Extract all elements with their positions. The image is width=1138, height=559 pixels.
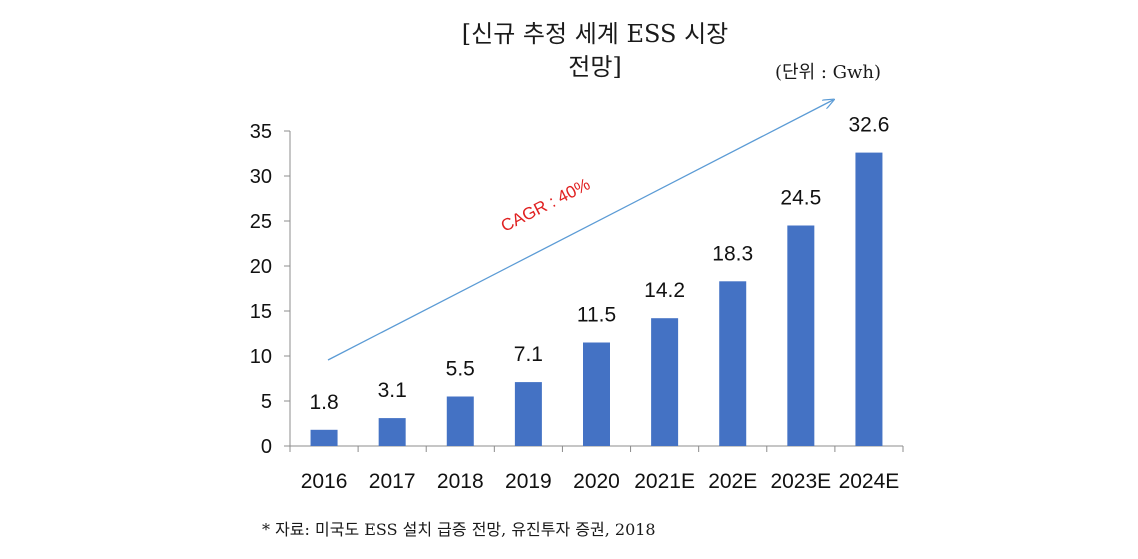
- bar: [378, 418, 406, 446]
- y-tick-label: 35: [250, 121, 272, 143]
- bar: [719, 281, 747, 446]
- y-tick-label: 15: [250, 301, 272, 323]
- bar: [514, 382, 542, 446]
- data-labels: 1.8 3.1 5.5 7.1 11.5 14.2 18.3 24.5 32.6: [309, 114, 889, 414]
- cagr-annotation: CAGR : 40%: [498, 175, 593, 236]
- bar: [651, 318, 679, 446]
- x-tick-label: 2023E: [770, 470, 831, 493]
- bar: [446, 396, 474, 446]
- unit-label: (단위 : Gwh): [775, 62, 882, 83]
- x-tick-label: 2021E: [634, 470, 695, 493]
- bar-value-label: 24.5: [780, 187, 821, 210]
- chart-title-line2: 전망]: [568, 53, 622, 81]
- x-tick-label: 202E: [708, 470, 757, 493]
- bar-value-label: 14.2: [644, 279, 685, 302]
- chart-title: [신규 추정 세계 ESS 시장 전망]: [395, 18, 795, 84]
- chart-title-line1: [신규 추정 세계 ESS 시장: [461, 20, 729, 48]
- y-tick-label: 20: [250, 256, 272, 278]
- x-tick-label: 2018: [437, 470, 484, 493]
- y-tick-label: 0: [261, 436, 272, 458]
- y-tick-label: 5: [261, 391, 272, 413]
- bar: [310, 429, 338, 446]
- x-tick-label: 2017: [369, 470, 416, 493]
- x-tick-label: 2019: [505, 470, 552, 493]
- x-tick-label: 2024E: [839, 470, 900, 493]
- y-tick-label: 10: [250, 346, 272, 368]
- bar-value-label: 5.5: [446, 358, 475, 381]
- bar: [787, 225, 815, 446]
- y-tick-label: 30: [250, 166, 272, 188]
- bar: [855, 152, 883, 446]
- bar: [583, 342, 610, 446]
- x-tick-label: 2020: [573, 470, 620, 493]
- bar-value-label: 7.1: [514, 343, 543, 366]
- y-tick-label: 25: [250, 211, 272, 233]
- bar-value-label: 1.8: [309, 391, 338, 414]
- cagr-arrow: [327, 100, 833, 361]
- y-axis: 0 5 10 15 20 25 30 35: [250, 121, 291, 458]
- bar-value-label: 3.1: [378, 379, 407, 402]
- bar-value-label: 11.5: [577, 304, 616, 327]
- x-axis: 2016 2017 2018 2019 2020 2021E 202E 2023E 2024E: [289, 445, 904, 493]
- bar-value-label: 18.3: [712, 242, 753, 265]
- bars: [310, 152, 883, 446]
- bar-value-label: 32.6: [849, 114, 890, 137]
- source-footnote: * 자료: 미국도 ESS 설치 급증 전망, 유진투자 증권, 2018: [262, 520, 656, 539]
- x-tick-label: 2016: [301, 470, 348, 493]
